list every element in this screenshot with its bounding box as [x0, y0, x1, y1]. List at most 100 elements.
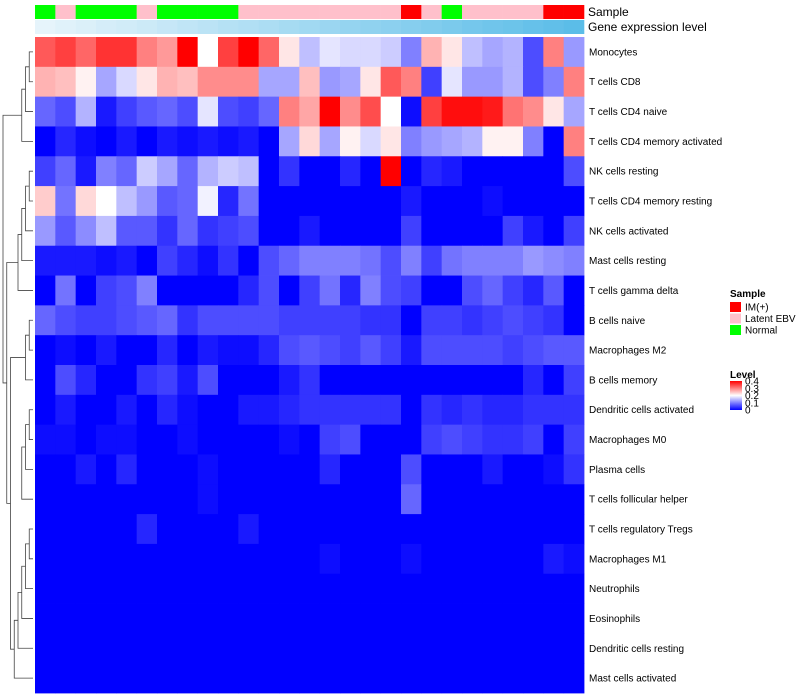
row-label: T cells CD8 — [589, 77, 641, 88]
heatmap-cell — [279, 305, 300, 336]
heatmap-cell — [218, 156, 239, 187]
heatmap-cell — [136, 573, 158, 604]
heatmap-cell — [462, 37, 483, 68]
heatmap-cell — [319, 96, 341, 127]
heatmap-cell — [157, 37, 178, 68]
heatmap-cell — [96, 275, 117, 306]
heatmap-cell — [218, 96, 239, 127]
heatmap-cell — [299, 514, 321, 545]
heatmap-cell — [238, 484, 260, 515]
heatmap-cell — [502, 573, 524, 604]
legend-level-tick: 0.2 — [745, 391, 759, 402]
sample-annotation-cell — [523, 5, 544, 19]
heatmap-cell — [380, 663, 402, 694]
heatmap-cell — [502, 275, 524, 306]
heatmap-cell — [401, 275, 422, 306]
dendrogram-branch — [28, 409, 33, 440]
heatmap-cell — [116, 573, 138, 604]
expression-annotation-cell — [563, 20, 585, 34]
heatmap-cell — [279, 484, 300, 515]
legend-level-ticks: 0.40.30.20.10 — [745, 377, 759, 417]
heatmap-cell — [238, 365, 260, 396]
heatmap-cell — [75, 275, 97, 306]
heatmap-cell — [380, 633, 402, 664]
heatmap-cell — [543, 365, 565, 396]
heatmap-cell — [299, 454, 321, 485]
heatmap-cell — [340, 633, 361, 664]
heatmap-cell — [299, 394, 321, 426]
sample-annotation-cell — [441, 5, 463, 19]
heatmap-cell — [462, 96, 483, 127]
expression-annotation-cell — [197, 20, 219, 34]
heatmap-cell — [523, 514, 544, 545]
heatmap-cell — [197, 275, 219, 306]
heatmap-cell — [380, 215, 402, 247]
heatmap-cell — [238, 37, 260, 68]
expression-annotation-cell — [55, 20, 76, 34]
heatmap-cell — [563, 275, 585, 306]
heatmap-cell — [299, 424, 321, 455]
heatmap-cell — [157, 66, 178, 98]
heatmap-cell — [177, 424, 199, 455]
sample-annotation-cell — [238, 5, 259, 19]
sample-annotation-cell — [319, 5, 341, 19]
sample-annotation-cell — [258, 5, 280, 19]
heatmap-cell — [441, 633, 463, 664]
heatmap-cell — [177, 126, 199, 157]
heatmap-cell — [340, 335, 361, 366]
heatmap-cell — [441, 245, 463, 276]
heatmap-cell — [75, 37, 97, 68]
heatmap-cell — [462, 365, 483, 396]
heatmap-cell — [502, 365, 524, 396]
expression-annotation-cell — [238, 20, 259, 34]
heatmap-cell — [258, 454, 280, 485]
legend-level-tick: 0.4 — [745, 377, 759, 388]
heatmap-cell — [96, 424, 117, 455]
heatmap-cell — [441, 156, 463, 187]
heatmap-cell — [462, 633, 483, 664]
heatmap-cell — [218, 186, 239, 217]
heatmap-cell — [421, 66, 443, 98]
heatmap-cell — [360, 663, 382, 694]
heatmap-cell — [380, 394, 402, 426]
heatmap-cell — [116, 305, 138, 336]
heatmap-cell — [157, 514, 178, 545]
heatmap-cell — [441, 66, 463, 98]
heatmap-cell — [218, 454, 239, 485]
heatmap-cell — [238, 454, 260, 485]
heatmap-cell — [563, 215, 585, 247]
heatmap-cell — [401, 156, 422, 187]
heatmap-cell — [218, 275, 239, 306]
heatmap-cell — [136, 156, 158, 187]
heatmap-cell — [502, 633, 524, 664]
heatmap-cell — [319, 275, 341, 306]
heatmap-cell — [421, 394, 443, 426]
heatmap-cell — [299, 543, 321, 575]
heatmap-cell — [543, 663, 565, 694]
heatmap-cell — [136, 335, 158, 366]
heatmap-cell — [197, 215, 219, 247]
heatmap-cell — [218, 126, 239, 157]
heatmap-cell — [421, 215, 443, 247]
heatmap-cell — [563, 96, 585, 127]
heatmap-cell — [96, 514, 117, 545]
heatmap-cell — [421, 245, 443, 276]
heatmap-cell — [319, 186, 341, 217]
heatmap-cell — [96, 66, 117, 98]
heatmap-cell — [482, 245, 504, 276]
heatmap-cell — [238, 126, 260, 157]
heatmap-cell — [299, 365, 321, 396]
heatmap-cell — [55, 633, 77, 664]
heatmap-cell — [35, 335, 56, 366]
heatmap-cell — [543, 215, 565, 247]
legend-level-tick: 0.1 — [745, 398, 759, 409]
heatmap-cell — [319, 66, 341, 98]
heatmap-cell — [35, 424, 56, 455]
heatmap-cell — [380, 66, 402, 98]
heatmap-cell — [482, 275, 504, 306]
heatmap-cell — [279, 245, 300, 276]
heatmap-cell — [482, 543, 504, 575]
heatmap-cell — [523, 96, 544, 127]
heatmap-cell — [563, 394, 585, 426]
heatmap-cell — [197, 573, 219, 604]
